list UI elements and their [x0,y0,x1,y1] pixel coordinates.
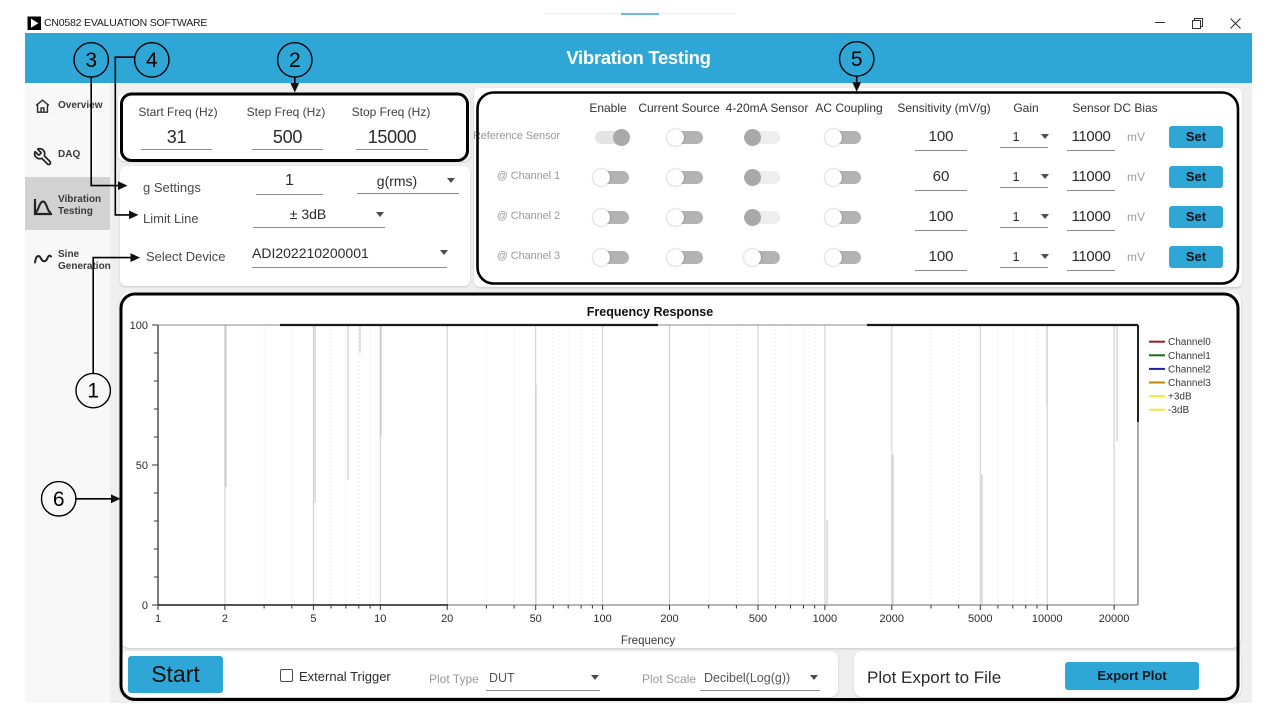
svg-text:20000: 20000 [1099,613,1130,625]
svg-text:Channel0: Channel0 [1168,337,1211,348]
svg-text:10000: 10000 [1032,613,1063,625]
svg-text:Channel1: Channel1 [1168,351,1211,362]
svg-text:50: 50 [136,460,148,472]
svg-text:Channel3: Channel3 [1168,378,1211,389]
svg-text:200: 200 [660,613,678,625]
svg-text:100: 100 [593,613,611,625]
svg-text:0: 0 [142,600,148,612]
svg-text:500: 500 [749,613,767,625]
svg-text:Frequency Response: Frequency Response [587,305,713,319]
svg-text:2000: 2000 [880,613,904,625]
svg-text:Channel2: Channel2 [1168,364,1211,375]
svg-text:1000: 1000 [813,613,837,625]
svg-text:Frequency: Frequency [621,635,676,647]
svg-text:-3dB: -3dB [1168,405,1189,416]
svg-text:50: 50 [530,613,542,625]
svg-text:10: 10 [374,613,386,625]
svg-text:1: 1 [155,613,161,625]
svg-text:2: 2 [222,613,228,625]
svg-text:100: 100 [130,320,148,332]
svg-text:5000: 5000 [968,613,992,625]
svg-text:20: 20 [441,613,453,625]
svg-text:5: 5 [310,613,316,625]
svg-text:+3dB: +3dB [1168,392,1192,403]
